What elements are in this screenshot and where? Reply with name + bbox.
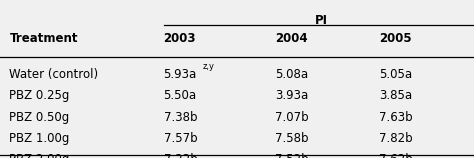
Text: 2003: 2003 — [164, 32, 196, 45]
Text: PBZ 0.50g: PBZ 0.50g — [9, 111, 70, 124]
Text: PI: PI — [315, 14, 328, 27]
Text: 5.93a: 5.93a — [164, 68, 197, 81]
Text: 7.57b: 7.57b — [164, 132, 197, 145]
Text: 3.93a: 3.93a — [275, 89, 308, 102]
Text: 3.85a: 3.85a — [379, 89, 412, 102]
Text: Treatment: Treatment — [9, 32, 78, 45]
Text: 2004: 2004 — [275, 32, 308, 45]
Text: 5.05a: 5.05a — [379, 68, 412, 81]
Text: 7.38b: 7.38b — [164, 111, 197, 124]
Text: 7.58b: 7.58b — [275, 132, 309, 145]
Text: PBZ 1.00g: PBZ 1.00g — [9, 132, 70, 145]
Text: 7.82b: 7.82b — [379, 132, 413, 145]
Text: 7.22b: 7.22b — [164, 153, 197, 158]
Text: 5.50a: 5.50a — [164, 89, 197, 102]
Text: 7.62b: 7.62b — [379, 153, 413, 158]
Text: 2005: 2005 — [379, 32, 412, 45]
Text: z,y: z,y — [202, 62, 214, 71]
Text: 7.63b: 7.63b — [379, 111, 413, 124]
Text: 7.07b: 7.07b — [275, 111, 309, 124]
Text: 7.52b: 7.52b — [275, 153, 309, 158]
Text: 5.08a: 5.08a — [275, 68, 308, 81]
Text: PBZ 0.25g: PBZ 0.25g — [9, 89, 70, 102]
Text: PBZ 2.00g: PBZ 2.00g — [9, 153, 70, 158]
Text: Water (control): Water (control) — [9, 68, 99, 81]
